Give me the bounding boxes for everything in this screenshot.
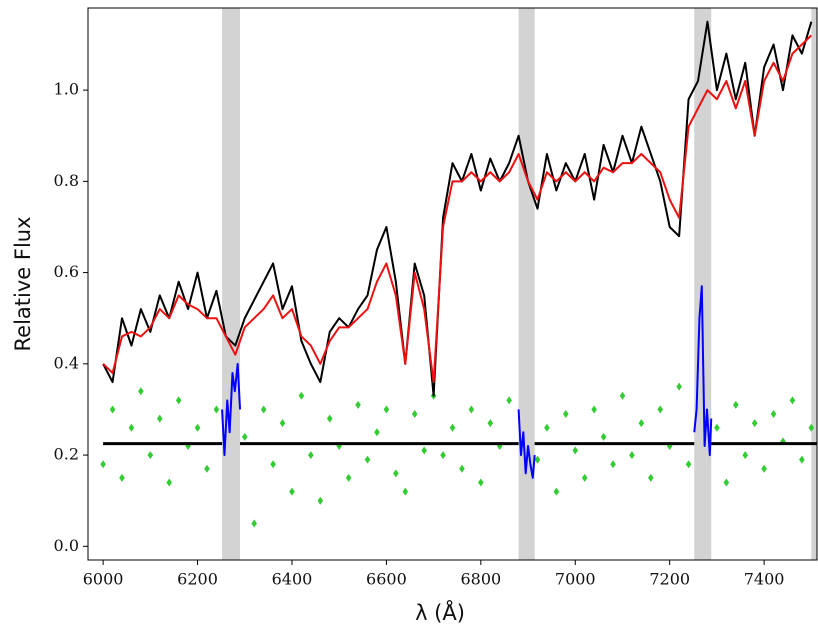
residual-point <box>610 460 616 469</box>
residual-point <box>421 446 427 455</box>
residual-point <box>685 460 692 469</box>
y-tick-label: 1.0 <box>54 80 79 99</box>
residual-point <box>629 451 635 460</box>
y-tick-label: 0.6 <box>54 262 79 281</box>
y-axis-label: Relative Flux <box>11 216 35 351</box>
residual-point <box>714 423 720 432</box>
residual-point <box>156 414 163 423</box>
residual-point <box>100 460 106 469</box>
residual-point <box>279 419 286 428</box>
residual-point <box>676 382 682 391</box>
residual-point <box>478 478 484 487</box>
residual-point <box>317 496 324 505</box>
x-tick-label: 6000 <box>83 570 124 589</box>
residual-point <box>799 455 805 464</box>
residual-point <box>411 410 418 419</box>
residual-point <box>563 410 569 419</box>
residual-point <box>289 487 295 496</box>
x-axis-label: λ (Å) <box>415 599 465 625</box>
residual-point <box>572 446 579 455</box>
residual-point <box>204 464 210 473</box>
residual-point <box>402 487 409 496</box>
residual-point <box>364 455 371 464</box>
residual-point <box>506 396 512 405</box>
residual-point <box>534 455 541 464</box>
plot-area <box>100 8 817 560</box>
residual-point <box>544 423 550 432</box>
residual-point <box>109 405 116 414</box>
residual-point <box>648 473 654 482</box>
residual-point <box>119 473 125 482</box>
masked-region <box>811 8 817 560</box>
spectrum-line <box>221 285 713 479</box>
residual-point <box>600 432 607 441</box>
residual-point <box>241 432 248 441</box>
residual-point <box>440 451 446 460</box>
residual-point <box>449 423 456 432</box>
residual-point <box>619 391 626 400</box>
residual-point <box>808 423 815 432</box>
residual-point <box>345 473 352 482</box>
x-tick-label: 6800 <box>460 570 501 589</box>
residual-point <box>383 405 390 414</box>
spectrum-line <box>102 20 813 397</box>
residual-point <box>374 428 380 437</box>
residual-point <box>638 419 645 428</box>
residual-point <box>553 487 560 496</box>
residual-point <box>761 464 767 473</box>
masked-region <box>222 8 241 560</box>
residual-point <box>751 419 758 428</box>
residual-point <box>213 405 220 414</box>
y-tick-label: 0.2 <box>54 445 79 464</box>
axes-frame <box>87 7 818 561</box>
residual-point <box>138 387 144 396</box>
residual-point <box>789 396 796 405</box>
x-tick-label: 7000 <box>555 570 596 589</box>
x-tick-label: 6200 <box>177 570 218 589</box>
residual-point <box>270 460 276 469</box>
residual-point <box>732 400 739 409</box>
residual-point <box>128 423 135 432</box>
residual-point <box>742 451 749 460</box>
x-tick-label: 6400 <box>272 570 313 589</box>
residual-point <box>260 405 267 414</box>
y-tick-label: 0.0 <box>54 536 79 555</box>
residual-point <box>723 478 730 487</box>
residual-point <box>487 419 494 428</box>
residual-point <box>355 400 361 409</box>
residual-point <box>468 405 475 414</box>
masked-region <box>518 8 535 560</box>
y-tick-label: 0.8 <box>54 171 79 190</box>
residual-point <box>175 396 182 405</box>
x-tick-label: 7200 <box>649 570 690 589</box>
residual-point <box>591 405 597 414</box>
residual-point <box>459 464 465 473</box>
residual-point <box>194 423 201 432</box>
x-tick-label: 7400 <box>744 570 785 589</box>
residual-point <box>147 451 154 460</box>
residual-point <box>657 405 664 414</box>
residual-point <box>251 519 257 528</box>
residual-point <box>166 478 173 487</box>
spectrum-line <box>102 34 813 384</box>
residual-point <box>326 414 333 423</box>
y-tick-label: 0.4 <box>54 353 79 372</box>
residual-point <box>770 410 777 419</box>
x-tick-label: 6600 <box>366 570 407 589</box>
residual-point <box>581 473 588 482</box>
residual-point <box>393 469 399 478</box>
residual-point <box>298 391 305 400</box>
residual-point <box>308 451 314 460</box>
